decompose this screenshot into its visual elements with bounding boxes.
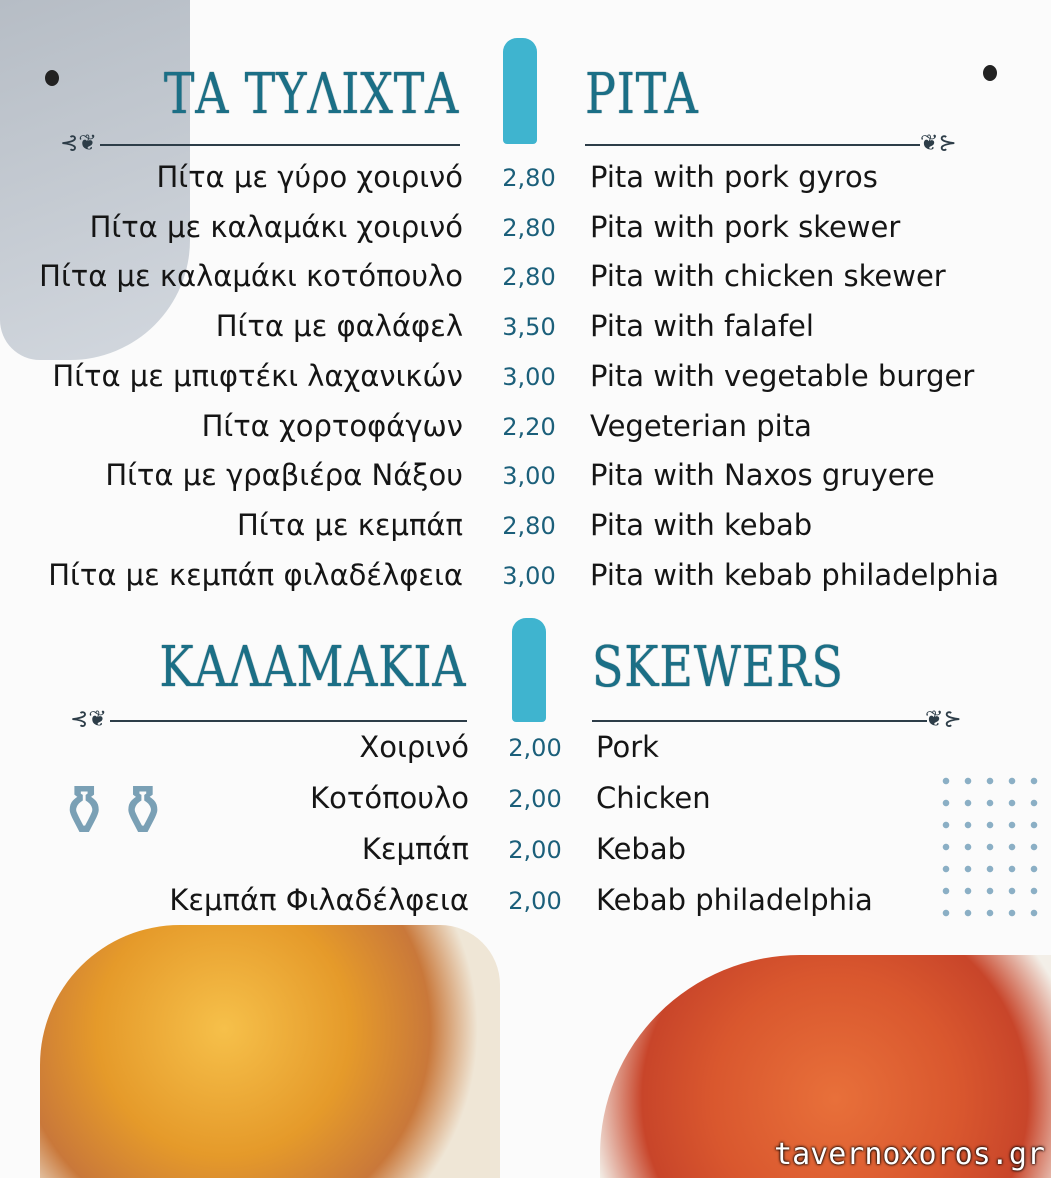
ornament-icon: ❦⊱ bbox=[920, 131, 957, 156]
menu-item: Πίτα με κεμπάπ φιλαδέλφεια 3,00 Pita wit… bbox=[0, 558, 1051, 598]
item-name-en: Pork bbox=[596, 730, 659, 764]
menu-item: Κεμπάπ 2,00 Kebab bbox=[0, 832, 1051, 872]
menu-item: Πίτα με κεμπάπ 2,80 Pita with kebab bbox=[0, 508, 1051, 548]
item-price: 2,00 bbox=[508, 734, 562, 762]
item-name-en: Pita with kebab philadelphia bbox=[590, 557, 1000, 592]
dots-decoration bbox=[935, 770, 1045, 920]
item-name-en: Pita with pork skewer bbox=[590, 209, 901, 244]
item-name-gr: Πίτα με φαλάφελ bbox=[215, 309, 463, 344]
menu-item: Κεμπάπ Φιλαδέλφεια 2,00 Kebab philadelph… bbox=[0, 883, 1051, 923]
item-name-gr: Πίτα με γύρο χοιρινό bbox=[156, 160, 463, 194]
menu-item: Πίτα με φαλάφελ 3,50 Pita with falafel bbox=[0, 309, 1051, 349]
ornament-icon: ❦⊱ bbox=[925, 707, 962, 732]
item-name-en: Pita with chicken skewer bbox=[590, 259, 946, 294]
item-name-en: Pita with pork gyros bbox=[590, 160, 878, 194]
item-name-en: Pita with falafel bbox=[590, 309, 814, 344]
section2-title-en: SKEWERS bbox=[592, 635, 844, 700]
ornament-icon: ⊰❦ bbox=[70, 707, 107, 732]
item-price: 2,80 bbox=[502, 263, 556, 292]
item-name-gr: Πίτα με καλαμάκι χοιρινό bbox=[89, 209, 463, 244]
salt-shaker-icon bbox=[512, 618, 546, 722]
item-price: 2,80 bbox=[502, 511, 556, 540]
salt-pepper-jars-icon: ⚱⚱ bbox=[55, 770, 173, 852]
ornament-icon: ⊰❦ bbox=[60, 131, 97, 156]
shadow bbox=[0, 0, 190, 360]
item-price: 2,20 bbox=[502, 412, 556, 441]
item-name-en: Kebab philadelphia bbox=[596, 883, 873, 917]
menu-item: Χοιρινό 2,00 Pork bbox=[0, 730, 1051, 770]
menu-item: Κοτόπουλο 2,00 Chicken bbox=[0, 781, 1051, 821]
item-name-gr: Πίτα χορτοφάγων bbox=[201, 408, 463, 443]
item-price: 3,00 bbox=[502, 362, 556, 391]
divider bbox=[110, 720, 467, 722]
divider bbox=[100, 144, 460, 146]
item-name-gr: Πίτα με κεμπάπ φιλαδέλφεια bbox=[48, 557, 463, 592]
item-name-gr: Πίτα με γραβιέρα Νάξου bbox=[105, 458, 463, 493]
item-price: 2,80 bbox=[502, 213, 556, 242]
item-price: 2,00 bbox=[508, 785, 562, 813]
item-name-gr: Κεμπάπ bbox=[361, 832, 469, 866]
item-name-en: Chicken bbox=[596, 781, 711, 815]
screw-hole bbox=[45, 70, 59, 86]
section1-title-en: PITA bbox=[585, 62, 699, 127]
section2-title-gr: ΚΑΛΑΜΑΚΙΑ bbox=[159, 635, 466, 700]
menu-item: Πίτα με καλαμάκι κοτόπουλο 2,80 Pita wit… bbox=[0, 259, 1051, 299]
item-name-en: Vegeterian pita bbox=[590, 408, 812, 443]
item-name-en: Pita with Naxos gruyere bbox=[590, 458, 935, 493]
menu-item: Πίτα με μπιφτέκι λαχανικών 3,00 Pita wit… bbox=[0, 359, 1051, 399]
item-name-gr: Κοτόπουλο bbox=[310, 781, 469, 815]
item-name-gr: Κεμπάπ Φιλαδέλφεια bbox=[169, 883, 469, 917]
item-price: 2,80 bbox=[502, 164, 556, 192]
item-name-gr: Πίτα με μπιφτέκι λαχανικών bbox=[52, 358, 463, 393]
watermark: tavernoxoros.gr bbox=[774, 1137, 1045, 1172]
menu-item: Πίτα με γύρο χοιρινό 2,80 Pita with pork… bbox=[0, 160, 1051, 200]
menu-item: Πίτα με γραβιέρα Νάξου 3,00 Pita with Na… bbox=[0, 458, 1051, 498]
item-name-en: Pita with vegetable burger bbox=[590, 358, 975, 393]
item-name-gr: Πίτα με κεμπάπ bbox=[236, 507, 463, 542]
menu-item: Πίτα χορτοφάγων 2,20 Vegeterian pita bbox=[0, 409, 1051, 449]
item-name-en: Kebab bbox=[596, 832, 687, 866]
salt-shaker-icon bbox=[503, 38, 537, 144]
pita-fries-photo bbox=[40, 925, 500, 1178]
item-price: 3,00 bbox=[502, 561, 556, 590]
divider bbox=[592, 720, 927, 722]
item-price: 3,00 bbox=[502, 462, 556, 491]
item-name-gr: Χοιρινό bbox=[359, 730, 469, 764]
section1-title-gr: ΤΑ ΤΥΛΙΧΤΑ bbox=[163, 62, 459, 127]
item-price: 2,00 bbox=[508, 887, 562, 915]
item-price: 3,50 bbox=[502, 313, 556, 342]
item-name-en: Pita with kebab bbox=[590, 507, 813, 542]
divider bbox=[585, 144, 920, 146]
screw-hole bbox=[983, 65, 997, 81]
menu-item: Πίτα με καλαμάκι χοιρινό 2,80 Pita with … bbox=[0, 210, 1051, 250]
item-name-gr: Πίτα με καλαμάκι κοτόπουλο bbox=[39, 259, 463, 294]
item-price: 2,00 bbox=[508, 836, 562, 864]
